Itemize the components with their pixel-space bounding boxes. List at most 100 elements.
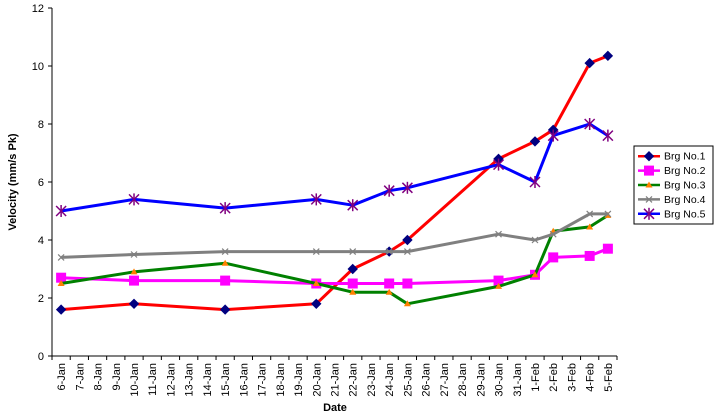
x-tick-label: 6-Jan — [56, 363, 68, 391]
data-point — [602, 50, 614, 62]
data-point — [495, 230, 502, 238]
axes: 0 2 4 6 8 10 12 6-Jan 7-Jan 8-Jan 9-Jan 10-Jan 11-Ja… — [32, 3, 618, 397]
x-tick-label: 7-Jan — [74, 363, 86, 391]
data-point — [219, 304, 231, 315]
marker-stroke — [495, 230, 502, 238]
data-point — [312, 280, 320, 286]
series-line — [60, 54, 609, 312]
y-tick-label: 12 — [32, 3, 44, 15]
data-point — [402, 234, 413, 246]
x-tick-label: 16-Jan — [238, 363, 250, 397]
legend-label: Brg No.5 — [664, 208, 706, 220]
legend-label: Brg No.3 — [664, 180, 706, 192]
marker-stroke — [586, 210, 594, 218]
x-tick-label: 17-Jan — [257, 363, 269, 397]
data-point — [586, 210, 594, 218]
x-tick-label: 24-Jan — [384, 363, 396, 397]
x-tick-label: 25-Jan — [402, 363, 414, 397]
data-point — [349, 248, 357, 256]
data-point — [220, 275, 231, 286]
data-point — [347, 199, 359, 212]
data-point — [584, 57, 595, 69]
x-tick-label: 18-Jan — [275, 363, 287, 397]
legend-item: Brg No.5 — [638, 207, 706, 220]
series-line — [61, 247, 609, 285]
data-point — [403, 248, 411, 256]
data-point — [128, 193, 140, 206]
data-point — [219, 202, 231, 215]
x-tick-label: 15-Jan — [220, 363, 232, 397]
series-line — [60, 122, 609, 213]
x-tick-label: 3-Feb — [566, 363, 578, 392]
data-point — [493, 275, 504, 286]
data-point — [547, 129, 559, 142]
marker-stroke — [57, 253, 65, 261]
x-tick-label: 5-Feb — [603, 363, 615, 392]
data-point — [55, 304, 67, 315]
x-tick-label: 20-Jan — [311, 363, 323, 397]
series-4 — [57, 210, 612, 261]
x-tick-label: 27-Jan — [439, 363, 451, 397]
y-axis-title: Velocity (mm/s Pk) — [7, 133, 19, 231]
x-tick-label: 28-Jan — [457, 363, 469, 397]
legend-marker — [643, 150, 655, 162]
y-tick-label: 8 — [38, 119, 44, 131]
data-point — [130, 268, 138, 275]
data-point — [549, 230, 557, 238]
x-tick-label: 12-Jan — [165, 363, 177, 397]
data-point — [349, 288, 357, 295]
marker-stroke — [349, 248, 357, 256]
legend-marker — [645, 181, 653, 188]
data-point — [55, 205, 67, 217]
data-point — [56, 272, 67, 283]
legend-item: Brg No.1 — [638, 151, 706, 163]
legend-item: Brg No.2 — [638, 165, 706, 177]
data-point — [128, 298, 140, 310]
marker-stroke — [403, 248, 411, 256]
data-point — [604, 210, 612, 218]
x-axis-title: Date — [323, 402, 347, 414]
series-layer — [55, 50, 614, 315]
data-point — [586, 223, 594, 230]
legend-marker — [643, 207, 655, 220]
data-point — [529, 176, 541, 188]
x-tick-label: 30-Jan — [494, 363, 506, 397]
data-point — [584, 118, 596, 130]
data-point — [403, 300, 411, 307]
legend-label: Brg No.4 — [664, 194, 706, 206]
data-point — [383, 184, 395, 197]
data-point — [347, 263, 358, 275]
data-point — [57, 253, 65, 261]
series-5 — [55, 118, 614, 217]
legend-label: Brg No.2 — [664, 165, 706, 177]
data-point — [402, 278, 413, 289]
series-line — [60, 214, 609, 306]
marker-stroke — [130, 251, 138, 258]
data-point — [129, 275, 140, 286]
x-tick-label: 22-Jan — [348, 363, 360, 397]
data-point — [312, 248, 320, 256]
x-tick-label: 13-Jan — [184, 363, 196, 397]
data-point — [384, 278, 395, 289]
series-3 — [57, 211, 612, 307]
series-line — [61, 212, 608, 259]
x-tick-label: 31-Jan — [512, 363, 524, 397]
x-tick-label: 2-Feb — [548, 363, 560, 392]
marker-stroke — [531, 236, 539, 244]
data-point — [347, 278, 358, 289]
legend-item: Brg No.4 — [638, 194, 706, 206]
x-tick-label: 26-Jan — [421, 363, 433, 397]
y-tick-label: 0 — [38, 351, 44, 363]
x-tick-label: 23-Jan — [366, 363, 378, 397]
y-tick-label: 10 — [32, 61, 44, 73]
marker-stroke — [221, 248, 229, 256]
data-point — [529, 136, 541, 147]
x-tick-label: 4-Feb — [585, 363, 597, 392]
x-tick-label: 1-Feb — [530, 363, 542, 392]
y-tick-label: 4 — [38, 235, 44, 247]
marker-stroke — [604, 210, 612, 218]
data-point — [385, 288, 393, 295]
x-tick-label: 19-Jan — [293, 363, 305, 397]
legend: Brg No.1 Brg No.2 Brg No.3 Brg No.4 Brg No.5 — [633, 145, 714, 225]
marker-stroke — [645, 195, 653, 203]
